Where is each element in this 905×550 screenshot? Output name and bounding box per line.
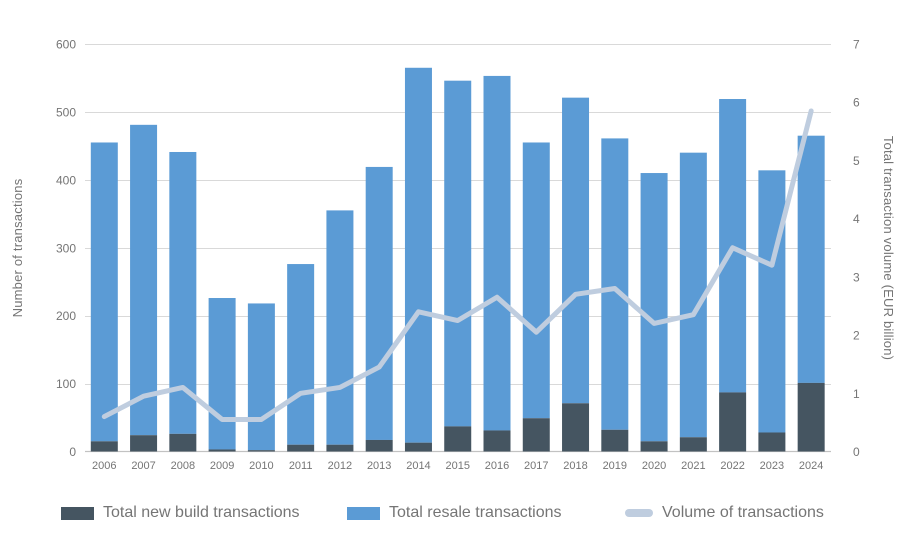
legend-swatch-new-build-icon: [61, 506, 94, 520]
bar-new-build-2024: [797, 382, 825, 452]
x-tick-label-2019: 2019: [603, 460, 627, 472]
volume-line: [101, 108, 814, 422]
x-axis-year-labels: 2006 2007 2008 2009 2010 2011 2012 2013 2014 2015…: [92, 460, 823, 472]
x-tick-label-2014: 2014: [406, 460, 430, 472]
x-tick-label-2010: 2010: [249, 460, 273, 472]
x-tick-label-2020: 2020: [642, 460, 666, 472]
x-tick-label-2007: 2007: [131, 460, 155, 472]
y-left-tick-label: 300: [56, 241, 76, 255]
legend-item-volume: Volume of transactions: [625, 500, 824, 526]
legend-line-swatch-icon: [625, 509, 653, 517]
y-axis-left-title: Number of transactions: [10, 178, 25, 317]
y-left-tick-label: 600: [56, 38, 76, 52]
y-right-tick-label: 4: [853, 212, 860, 226]
y-axis-right-ticks: 0 1 2 3 4 5 6 7: [853, 38, 860, 460]
y-left-tick-label: 200: [56, 309, 76, 323]
legend: Total new build transactions Total resal…: [0, 500, 905, 530]
bars-new-build: [90, 382, 825, 452]
bar-new-build-2020: [640, 441, 668, 452]
legend-label-volume: Volume of transactions: [662, 504, 824, 521]
bar-new-build-2008: [169, 433, 197, 452]
y-right-tick-label: 7: [853, 38, 860, 52]
x-tick-label-2022: 2022: [720, 460, 744, 472]
legend-label-new-build: Total new build transactions: [103, 504, 300, 521]
bar-resale-2019: [601, 138, 629, 430]
y-left-tick-label: 100: [56, 377, 76, 391]
bar-new-build-2016: [483, 430, 511, 452]
bar-new-build-2022: [719, 392, 747, 452]
y-right-tick-label: 2: [853, 329, 860, 343]
y-left-tick-label: 500: [56, 105, 76, 119]
bar-resale-2007: [130, 124, 158, 436]
y-axis-right-title: Total transaction volume (EUR billion): [881, 136, 896, 360]
bar-new-build-2009: [208, 449, 236, 452]
bar-resale-2012: [326, 210, 354, 445]
bar-new-build-2017: [522, 418, 550, 452]
bar-new-build-2010: [247, 450, 275, 452]
y-right-tick-label: 1: [853, 387, 860, 401]
bar-new-build-2019: [601, 429, 629, 452]
x-tick-label-2013: 2013: [367, 460, 391, 472]
bar-new-build-2006: [90, 441, 118, 452]
x-tick-label-2023: 2023: [760, 460, 784, 472]
legend-item-resale: Total resale transactions: [347, 500, 562, 526]
bar-resale-2013: [365, 166, 393, 440]
x-tick-label-2015: 2015: [445, 460, 469, 472]
bar-resale-2006: [90, 142, 118, 442]
x-tick-label-2009: 2009: [210, 460, 234, 472]
bar-resale-2024: [797, 135, 825, 383]
y-left-tick-label: 0: [69, 445, 76, 459]
y-right-tick-label: 0: [853, 445, 860, 459]
bar-resale-2011: [287, 264, 315, 445]
y-right-tick-label: 3: [853, 270, 860, 284]
x-tick-label-2021: 2021: [681, 460, 705, 472]
x-tick-label-2012: 2012: [328, 460, 352, 472]
bar-resale-2017: [522, 142, 550, 419]
bar-resale-2015: [444, 80, 472, 427]
bar-resale-2023: [758, 170, 786, 433]
y-left-tick-label: 400: [56, 173, 76, 187]
bar-resale-2016: [483, 75, 511, 431]
bar-new-build-2015: [444, 426, 472, 452]
bar-resale-2010: [247, 303, 275, 451]
bar-new-build-2018: [562, 403, 590, 452]
bar-new-build-2021: [679, 437, 707, 452]
x-tick-label-2011: 2011: [289, 460, 313, 472]
bar-resale-2009: [208, 298, 236, 450]
x-tick-label-2006: 2006: [92, 460, 116, 472]
bar-resale-2020: [640, 173, 668, 442]
legend-label-resale: Total resale transactions: [389, 504, 562, 521]
x-tick-label-2018: 2018: [563, 460, 587, 472]
bar-new-build-2012: [326, 444, 354, 452]
bar-new-build-2013: [365, 439, 393, 452]
bar-new-build-2011: [287, 444, 315, 452]
bar-resale-2014: [404, 67, 432, 443]
y-right-tick-label: 5: [853, 154, 860, 168]
bar-new-build-2023: [758, 432, 786, 452]
bar-resale-2018: [562, 97, 590, 404]
x-tick-label-2024: 2024: [799, 460, 823, 472]
y-axis-left-ticks: 0 100 200 300 400 500 600: [56, 38, 76, 460]
x-tick-label-2008: 2008: [171, 460, 195, 472]
bar-new-build-2007: [130, 435, 158, 452]
legend-item-new-build: Total new build transactions: [61, 500, 300, 526]
x-tick-label-2016: 2016: [485, 460, 509, 472]
y-right-tick-label: 6: [853, 96, 860, 110]
volume-of-transactions-line: [101, 108, 814, 422]
bars-resale: [90, 67, 825, 451]
x-tick-label-2017: 2017: [524, 460, 548, 472]
legend-swatch-resale-icon: [347, 506, 380, 520]
bar-new-build-2014: [404, 442, 432, 452]
